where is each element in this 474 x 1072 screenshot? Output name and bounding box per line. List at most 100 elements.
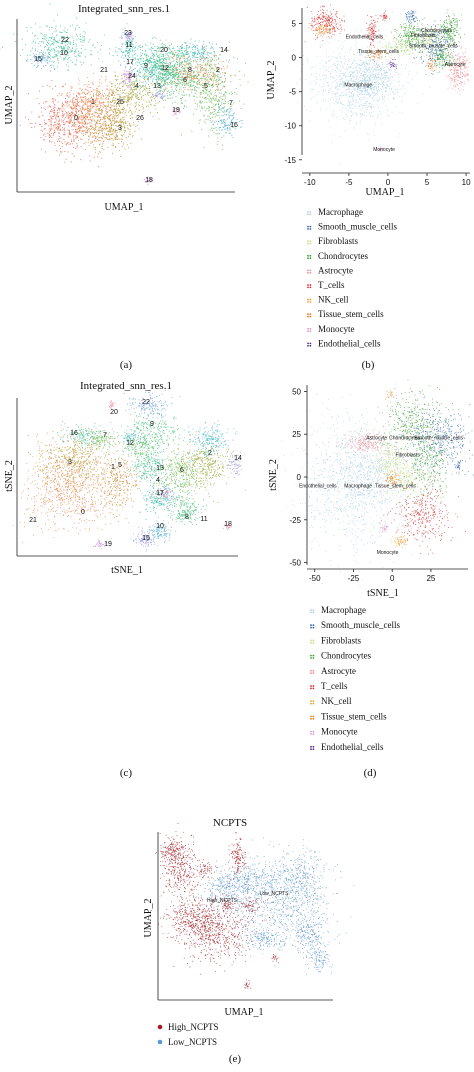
- e-points-group-1: [257, 839, 339, 931]
- d-legend-swatch-0-1: [312, 609, 315, 611]
- a-labels-label-15: 15: [34, 56, 42, 63]
- b-legend-entry-5: T_cells: [318, 280, 345, 290]
- b-legend-swatch-9-3: [309, 344, 312, 347]
- d-legend-entry-0: Macrophage: [321, 605, 366, 615]
- b-legend-swatch-2-0: [307, 240, 309, 243]
- c-labels-label-7: 7: [103, 432, 107, 439]
- d-legend-swatch-7-3: [312, 717, 315, 720]
- panel-b-xtick-label-3: 5: [425, 178, 430, 187]
- b-legend-swatch-0-3: [309, 213, 312, 216]
- c-points-group-9: [124, 388, 181, 420]
- b-points-group-16: [388, 58, 398, 69]
- e-annots-label-1: Low_NCPTS: [260, 891, 290, 897]
- b-legend-swatch-8-0: [307, 327, 309, 330]
- d-legend-entry-2: Fibroblasts: [321, 635, 362, 645]
- c-labels-label-14: 14: [234, 455, 242, 462]
- a-points-group-11: [116, 36, 179, 78]
- b-points-group-9: [432, 9, 465, 55]
- b-legend-swatch-2-3: [309, 242, 312, 245]
- panel-d-ytick-label-2: 0: [297, 473, 302, 482]
- c-labels-label-18: 18: [224, 521, 232, 528]
- b-legend-swatch-1-1: [309, 225, 312, 228]
- d-legend-swatch-2-3: [312, 641, 315, 644]
- d-annots-label-6: Astrocyte: [366, 435, 387, 441]
- b-legend-entry-0: Macrophage: [318, 207, 363, 217]
- d-points-group-8: [380, 473, 466, 555]
- b-legend-swatch-5-0: [307, 284, 309, 286]
- a-points-group-20: [151, 87, 173, 102]
- b-legend-swatch-7-2: [307, 315, 309, 318]
- b-legend-swatch-4-1: [309, 269, 312, 272]
- panel-e-legend: High_NCPTS Low_NCPTS: [157, 1022, 219, 1047]
- d-legend-swatch-1-1: [312, 624, 315, 627]
- a-labels-label-6: 6: [183, 77, 187, 84]
- c-labels-label-13: 13: [156, 465, 164, 472]
- d-legend-swatch-1-3: [312, 626, 315, 629]
- panel-c-xlabel: tSNE_1: [111, 565, 143, 576]
- b-legend-entry-2: Fibroblasts: [318, 236, 359, 246]
- b-points-group-2: [304, 4, 346, 43]
- b-legend-entry-4: Astrocyte: [318, 265, 353, 275]
- a-labels-label-11: 11: [125, 42, 132, 49]
- b-legend-swatch-6-3: [309, 301, 312, 303]
- a-labels-label-25: 25: [116, 99, 124, 106]
- panel-d-ytick-label-4: -50: [289, 559, 301, 568]
- c-labels-label-9: 9: [150, 421, 154, 428]
- b-annots-label-2: Tissue_stem_cells: [358, 49, 399, 55]
- a-labels-label-13: 13: [153, 83, 161, 90]
- d-legend-swatch-9-2: [310, 748, 312, 751]
- c-points-group-12: [167, 494, 208, 526]
- e-points-group-16: [221, 899, 235, 912]
- c-points-group-6: [108, 421, 168, 470]
- b-legend-swatch-4-3: [309, 271, 312, 274]
- c-labels-label-5: 5: [118, 462, 122, 469]
- panel-d-ytick-label-0: 50: [292, 387, 301, 396]
- b-legend-swatch-2-2: [307, 242, 309, 245]
- c-points-group-15: [226, 450, 242, 478]
- d-legend-entry-6: NK_cell: [321, 696, 352, 706]
- b-legend-swatch-3-3: [309, 257, 312, 260]
- a-points-group-2: [61, 92, 138, 159]
- panel-b-xtick-label-1: -5: [345, 178, 353, 187]
- b-annots-label-1: Endothelial_cells: [346, 35, 384, 41]
- c-points-group-11: [139, 475, 189, 520]
- a-labels-label-3: 3: [118, 125, 122, 132]
- d-legend-swatch-8-0: [310, 730, 312, 733]
- panel-d-ytick-label-3: -25: [289, 516, 301, 525]
- b-points-group-13: [359, 46, 388, 63]
- d-legend-swatch-3-2: [310, 657, 312, 659]
- b-legend-swatch-1-0: [307, 225, 309, 228]
- a-points-group-16: [109, 23, 141, 70]
- d-legend-swatch-9-1: [312, 745, 315, 748]
- e-points-group-11: [196, 859, 216, 879]
- e-annots-label-0: High_NCPTS: [207, 898, 238, 904]
- panel-b-ytick-label-0: 5: [292, 20, 297, 29]
- panel-d-ylabel: tSNE_2: [268, 459, 279, 491]
- c-points-group-8: [121, 399, 185, 456]
- d-points-group-9: [390, 532, 409, 548]
- d-legend-swatch-0-3: [312, 611, 315, 614]
- c-points-group-19: [93, 539, 110, 550]
- b-legend-swatch-7-0: [307, 313, 309, 316]
- panel-b-xtick-label-4: 10: [462, 178, 471, 187]
- b-points-group-3: [310, 22, 336, 38]
- panel-e-legend-swatch-1: [157, 1039, 163, 1045]
- a-labels-label-19: 19: [172, 107, 180, 114]
- d-points-group-7: [328, 430, 398, 458]
- d-legend-swatch-6-0: [310, 700, 312, 703]
- panel-b: Macrophage Endothelial_cells Tissue_stem_c…: [266, 4, 471, 371]
- d-legend-swatch-9-0: [310, 745, 312, 748]
- d-annots-label-4: Chondrocytes: [389, 435, 420, 441]
- c-labels-label-10: 10: [156, 523, 164, 530]
- panel-e-title: NCPTS: [213, 817, 247, 829]
- d-points-group-12: [378, 524, 389, 533]
- panel-c-label: (c): [120, 767, 133, 779]
- a-labels-label-1: 1: [91, 99, 95, 106]
- e-points-group-12: [228, 831, 248, 880]
- a-points-group-14: [0, 3, 116, 87]
- c-points-group-10: [187, 421, 238, 462]
- d-annots-label-1: Endothelial_cells: [299, 483, 337, 489]
- d-legend-entry-7: Tissue_stem_cells: [321, 711, 387, 721]
- c-points-group-7: [72, 428, 118, 452]
- d-legend-swatch-7-2: [310, 717, 312, 720]
